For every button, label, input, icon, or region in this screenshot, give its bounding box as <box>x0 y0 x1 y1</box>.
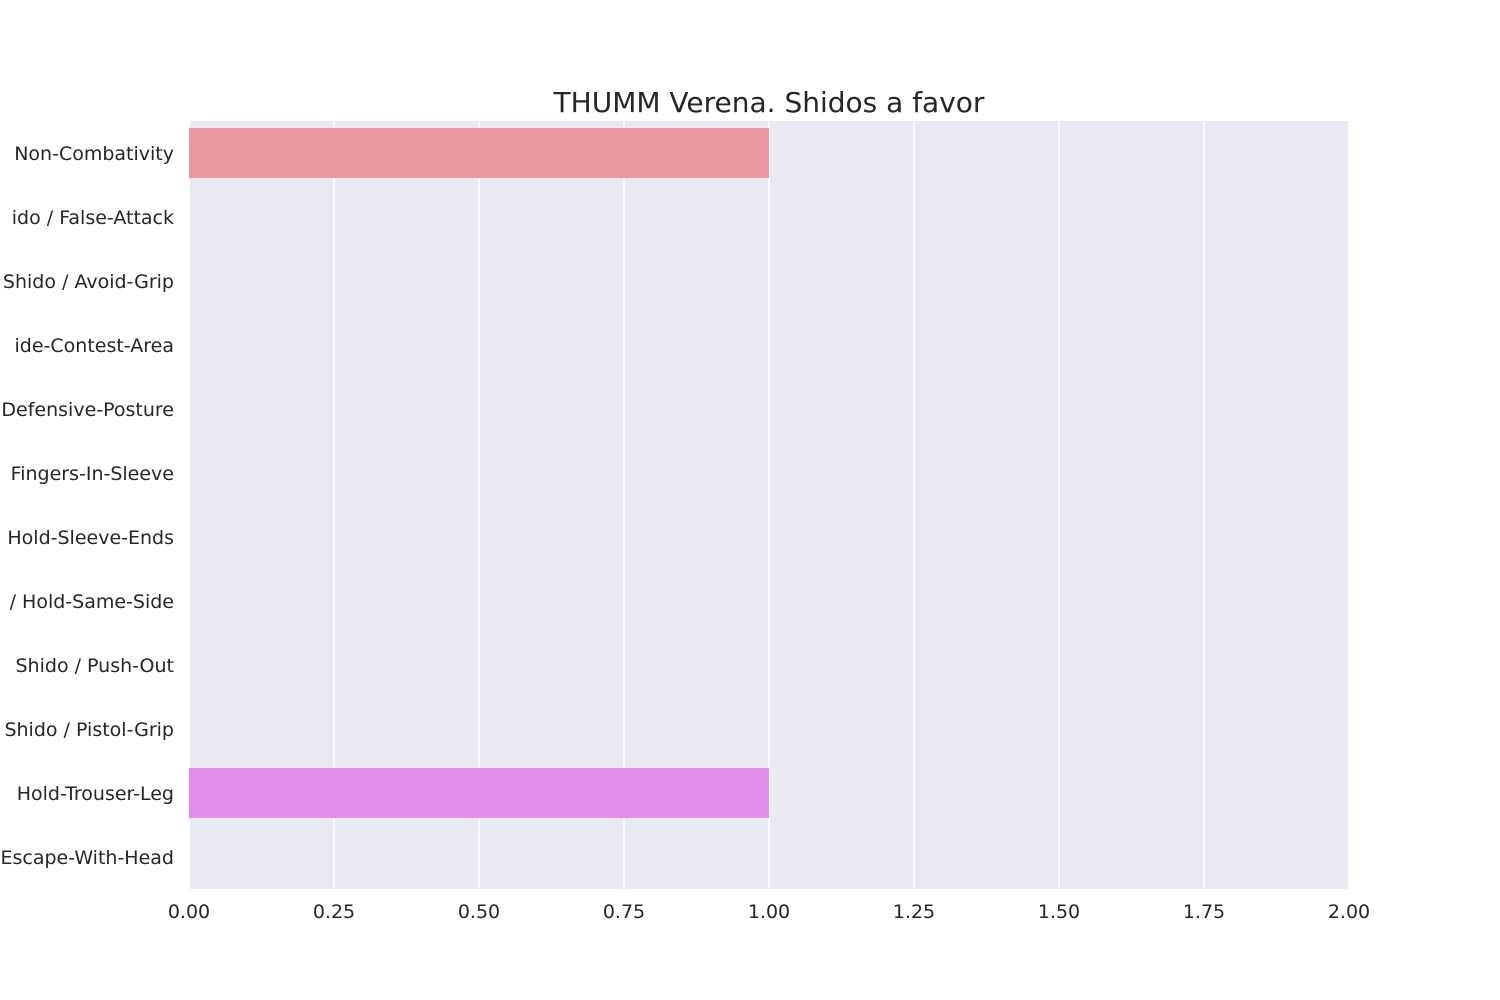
y-tick-label: Shido / Push-Out <box>16 655 175 677</box>
y-tick-label: Fingers-In-Sleeve <box>11 463 174 485</box>
y-tick-label: ido / False-Attack <box>12 207 174 229</box>
x-tick-label: 1.50 <box>1038 901 1080 923</box>
bars <box>189 128 769 818</box>
x-axis-ticks: 0.00 0.25 0.50 0.75 1.00 1.25 1.50 1.75 2.00 <box>168 901 1370 923</box>
x-tick-label: 1.00 <box>748 901 790 923</box>
x-tick-label: 0.75 <box>603 901 645 923</box>
y-tick-label: Hold-Trouser-Leg <box>17 783 174 805</box>
y-tick-label: Defensive-Posture <box>1 399 174 421</box>
x-tick-label: 0.00 <box>168 901 210 923</box>
y-tick-label: Shido / Avoid-Grip <box>3 271 174 293</box>
y-axis-ticks: Non-Combativity ido / False-Attack Shido /… <box>0 143 174 869</box>
x-tick-label: 0.25 <box>313 901 355 923</box>
y-tick-label: / Hold-Same-Side <box>10 591 174 613</box>
y-tick-label: Non-Combativity <box>14 143 174 165</box>
y-tick-label: Shido / Pistol-Grip <box>4 719 174 741</box>
x-tick-label: 1.25 <box>893 901 935 923</box>
bar <box>189 128 769 178</box>
x-tick-label: 2.00 <box>1328 901 1370 923</box>
y-tick-label: ide-Contest-Area <box>15 335 174 357</box>
bar <box>189 768 769 818</box>
x-tick-label: 1.75 <box>1183 901 1225 923</box>
y-tick-label: Escape-With-Head <box>0 847 174 869</box>
grid-lines <box>188 121 1350 889</box>
y-tick-label: Hold-Sleeve-Ends <box>7 527 174 549</box>
chart-title: THUMM Verena. Shidos a favor <box>553 86 985 119</box>
x-tick-label: 0.50 <box>458 901 500 923</box>
